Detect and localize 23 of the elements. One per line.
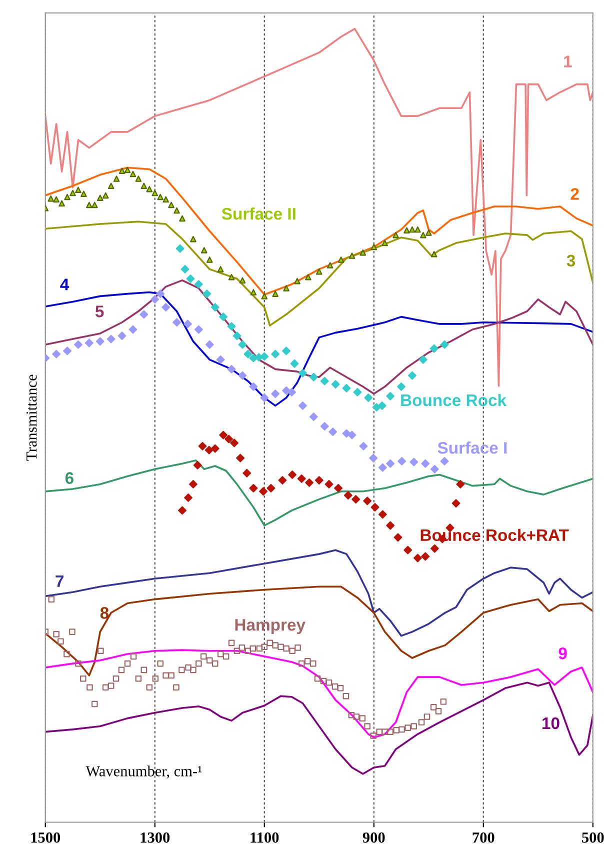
series-label: 10 (542, 717, 560, 730)
series-label: Bounce Rock (401, 394, 507, 406)
x-axis-title: Wavenumber, cm-¹ (86, 766, 202, 779)
x-tick-label: 1300 (140, 832, 170, 843)
series-label: 3 (566, 254, 576, 267)
series-label: Surface II (222, 207, 296, 220)
series-label: Surface I (438, 442, 507, 454)
series-label: 8 (100, 607, 109, 619)
series-label: Hamprey (235, 619, 306, 634)
series-label: 7 (56, 575, 64, 587)
series-label: 2 (570, 188, 579, 200)
series-label: 9 (558, 648, 567, 660)
x-tick-label: 900 (362, 832, 385, 843)
x-tick-label: 1100 (250, 832, 279, 843)
x-tick-label: 500 (582, 832, 604, 843)
series-label: 1 (564, 56, 572, 68)
x-tick-label: 1500 (31, 832, 60, 843)
series-label: Bounce Rock+RAT (420, 528, 569, 542)
series-label: 4 (60, 278, 70, 290)
series-label: 6 (65, 472, 74, 484)
x-tick-label: 700 (472, 832, 494, 843)
y-axis-title: Transmittance (26, 374, 37, 461)
series-label: 5 (95, 306, 104, 318)
